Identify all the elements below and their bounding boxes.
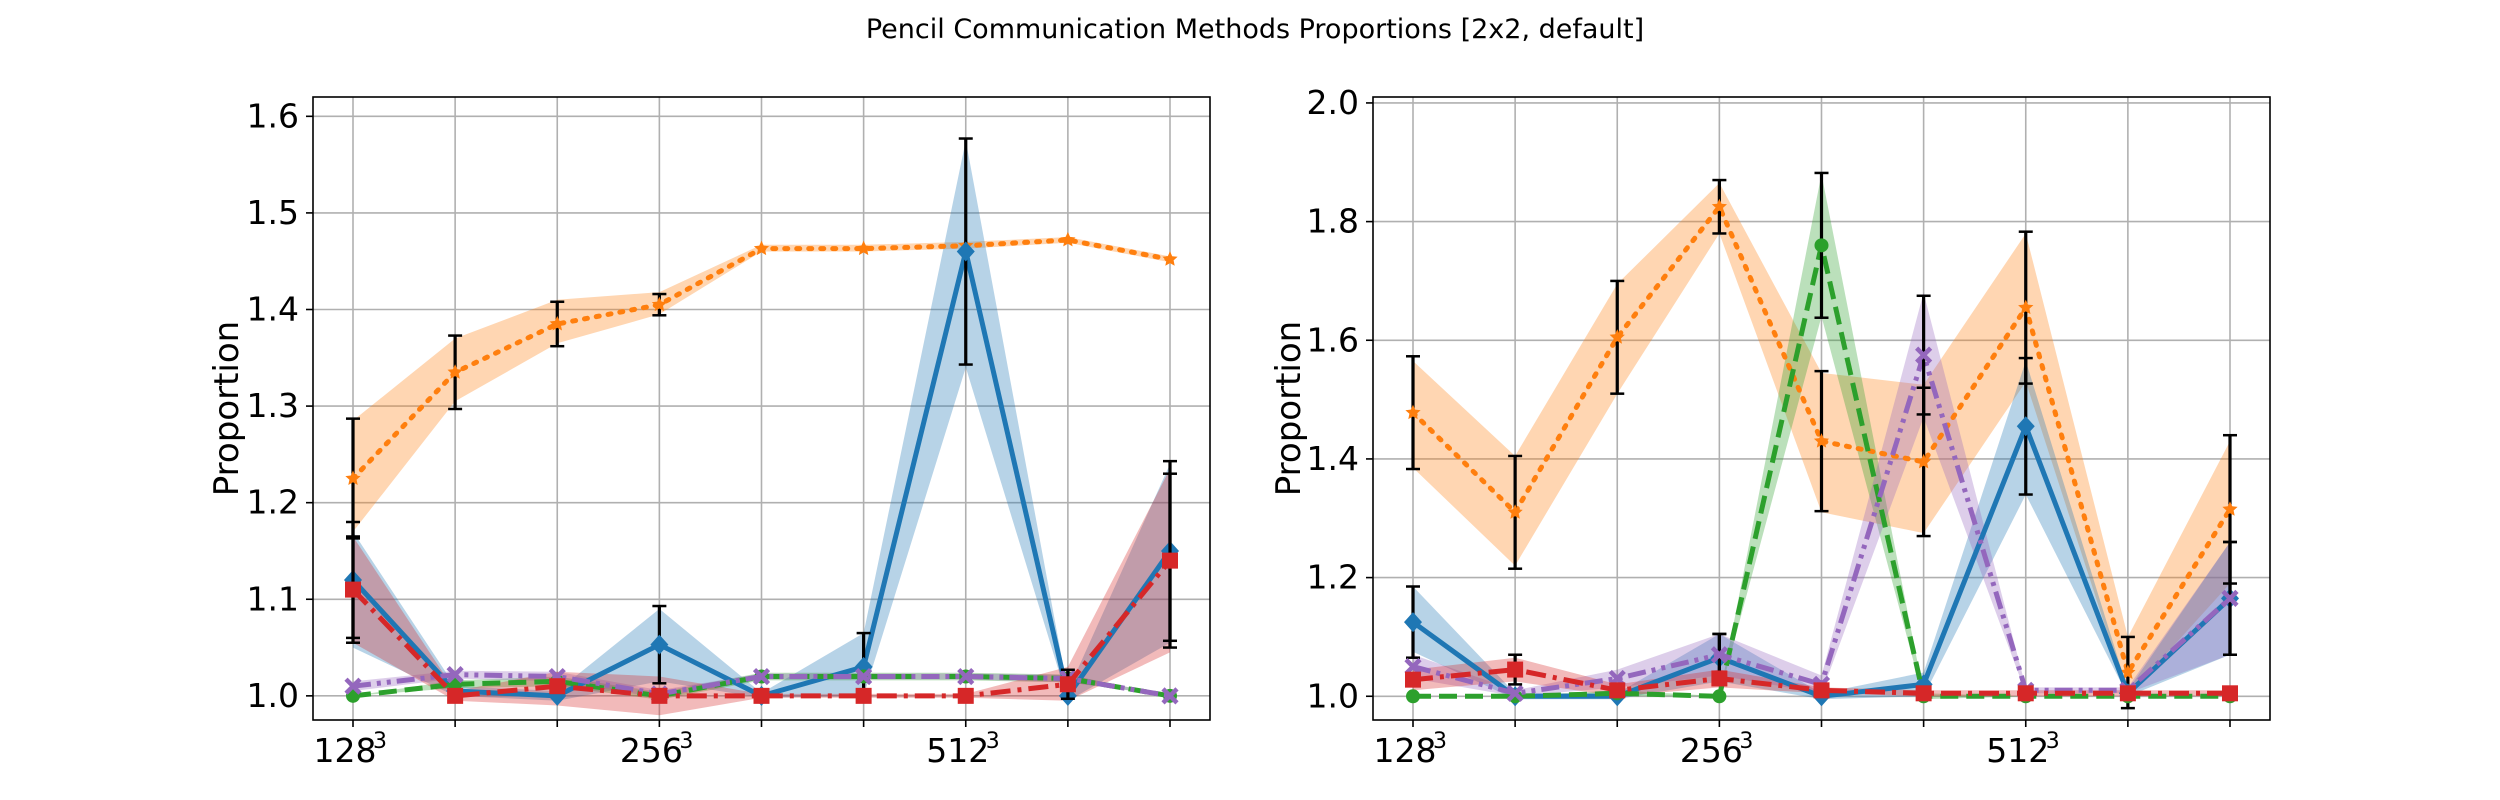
y-tick-label: 1.2: [247, 483, 299, 522]
y-tick-label: 1.6: [1307, 320, 1359, 359]
data-point-star: [2018, 299, 2034, 315]
x-tick-label: 512: [1986, 731, 2049, 770]
data-point-square: [957, 687, 974, 704]
x-tick-label: 512: [926, 731, 989, 770]
data-point-square: [549, 678, 566, 695]
data-point-x: [344, 677, 362, 695]
data-point-diamond: [650, 634, 669, 655]
data-point-x: [752, 667, 771, 686]
data-point-circle: [1814, 238, 1829, 253]
data-point-diamond: [956, 241, 975, 262]
x-tick-label: 256: [1680, 731, 1743, 770]
data-point-star: [1507, 504, 1523, 519]
data-point-star: [1609, 329, 1625, 344]
y-axis-label: Proportion: [1269, 321, 1309, 496]
y-tick-label: 1.0: [247, 676, 299, 715]
data-point-square: [345, 581, 361, 598]
y-tick-label: 1.3: [247, 386, 299, 425]
data-point-square: [753, 687, 770, 704]
data-point-square: [2222, 685, 2238, 702]
data-point-star: [651, 296, 667, 312]
data-point-square: [1711, 670, 1728, 687]
x-tick-label: 128: [314, 731, 377, 770]
data-point-x: [2221, 589, 2239, 607]
data-point-star: [753, 240, 770, 256]
data-point-x: [1710, 646, 1728, 664]
x-tick-label-exponent: 3: [373, 729, 387, 754]
data-point-circle: [1406, 689, 1420, 704]
data-point-square: [2017, 685, 2034, 702]
y-tick-label: 1.4: [1307, 439, 1359, 478]
x-tick-label-exponent: 3: [1433, 729, 1447, 754]
data-point-x: [855, 667, 873, 686]
x-tick-label: 128: [1374, 731, 1437, 770]
data-point-square: [1162, 552, 1178, 569]
data-point-x: [1161, 687, 1179, 705]
data-point-square: [1609, 682, 1626, 699]
series-line: [351, 559, 1172, 699]
y-tick-label: 1.0: [1307, 676, 1359, 715]
data-point-x: [1404, 658, 1422, 676]
data-point-star: [1813, 433, 1830, 448]
data-point-star: [549, 316, 565, 331]
data-point-square: [1059, 676, 1076, 693]
series-line: [1412, 667, 2230, 696]
series-line: [1412, 352, 2232, 696]
data-point-diamond: [2016, 416, 2035, 437]
data-point-star: [345, 470, 361, 485]
data-point-star: [2222, 501, 2238, 516]
data-point-x: [1915, 346, 1933, 364]
data-point-star: [1916, 453, 1932, 469]
data-point-star: [1711, 198, 1727, 214]
y-tick-label: 1.2: [1307, 558, 1359, 597]
data-point-diamond: [1404, 612, 1422, 633]
x-tick-label-exponent: 3: [986, 729, 1000, 754]
y-tick-label: 1.1: [247, 579, 299, 618]
y-tick-label: 2.0: [1307, 83, 1359, 122]
x-tick-label: 256: [620, 731, 683, 770]
data-point-x: [446, 666, 464, 684]
data-point-star: [1405, 404, 1421, 420]
y-tick-label: 1.4: [247, 289, 299, 328]
y-tick-label: 1.6: [247, 96, 299, 135]
data-point-square: [447, 687, 464, 704]
data-point-square: [651, 687, 668, 704]
data-point-square: [1405, 671, 1421, 688]
data-point-square: [1915, 685, 1932, 702]
data-point-x: [957, 667, 975, 686]
x-tick-label-exponent: 3: [679, 729, 693, 754]
data-point-star: [1162, 251, 1178, 266]
data-point-x: [1506, 684, 1524, 702]
y-axis-label: Proportion: [207, 321, 247, 496]
data-point-square: [1813, 682, 1830, 699]
x-tick-label-exponent: 3: [2046, 729, 2060, 754]
series-confidence-band: [353, 468, 1170, 716]
data-point-circle: [1712, 689, 1727, 704]
y-tick-label: 1.8: [1307, 202, 1359, 241]
x-tick-label-exponent: 3: [1739, 729, 1753, 754]
data-point-star: [856, 240, 872, 256]
data-point-star: [2120, 664, 2136, 679]
data-point-square: [1507, 661, 1524, 678]
y-tick-label: 1.5: [247, 193, 299, 232]
data-point-star: [1060, 232, 1076, 247]
data-point-square: [855, 687, 872, 704]
data-point-square: [2119, 685, 2136, 702]
data-point-star: [447, 364, 463, 379]
figure-title: Pencil Communication Methods Proportions…: [866, 14, 1644, 45]
